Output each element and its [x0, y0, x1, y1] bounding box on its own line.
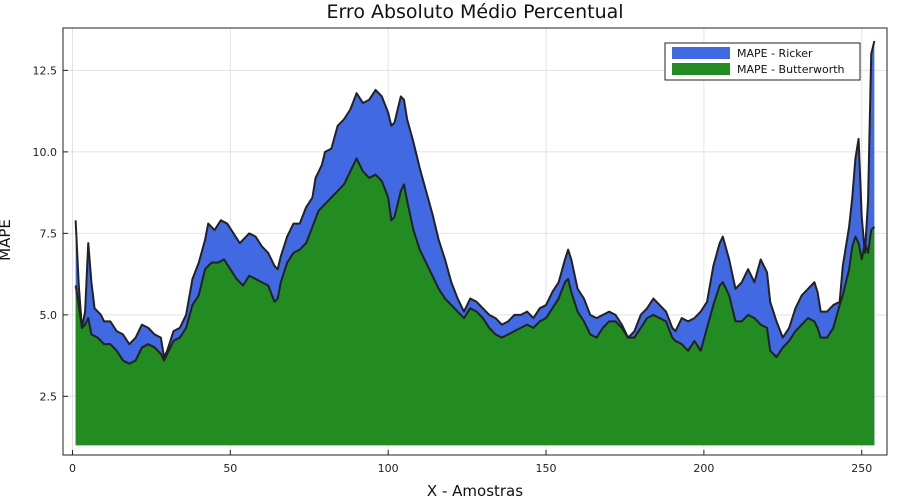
legend-swatch-ricker — [672, 47, 730, 59]
y-tick-label: 12.5 — [33, 64, 58, 77]
y-tick-label: 5.0 — [40, 309, 58, 322]
x-axis-title: X - Amostras — [427, 482, 523, 500]
x-tick-label: 150 — [536, 462, 557, 475]
x-tick-label: 100 — [378, 462, 399, 475]
x-tick-label: 50 — [223, 462, 237, 475]
series-areas — [75, 41, 875, 446]
series-line-1 — [74, 157, 876, 365]
axis-ticks: 0 50 100 150 200 250 2.5 5.0 7.5 10.0 12.5 — [33, 64, 873, 475]
y-tick-label: 7.5 — [40, 227, 58, 240]
y-axis-title: MAPE — [0, 219, 14, 261]
chart-title: Erro Absoluto Médio Percentual — [326, 1, 623, 23]
y-tick-label: 10.0 — [33, 146, 58, 159]
legend-label-ricker: MAPE - Ricker — [737, 47, 813, 60]
x-tick-label: 0 — [69, 462, 76, 475]
x-tick-label: 200 — [693, 462, 714, 475]
legend-label-butterworth: MAPE - Butterworth — [737, 63, 845, 76]
legend-swatch-butterworth — [672, 63, 730, 75]
series-area-1 — [75, 158, 875, 446]
x-tick-label: 250 — [851, 462, 872, 475]
series-lines — [74, 40, 876, 365]
legend: MAPE - Ricker MAPE - Butterworth — [664, 42, 861, 81]
y-tick-label: 2.5 — [40, 390, 58, 403]
plot-frame — [62, 27, 888, 456]
series-line-0 — [74, 40, 876, 359]
